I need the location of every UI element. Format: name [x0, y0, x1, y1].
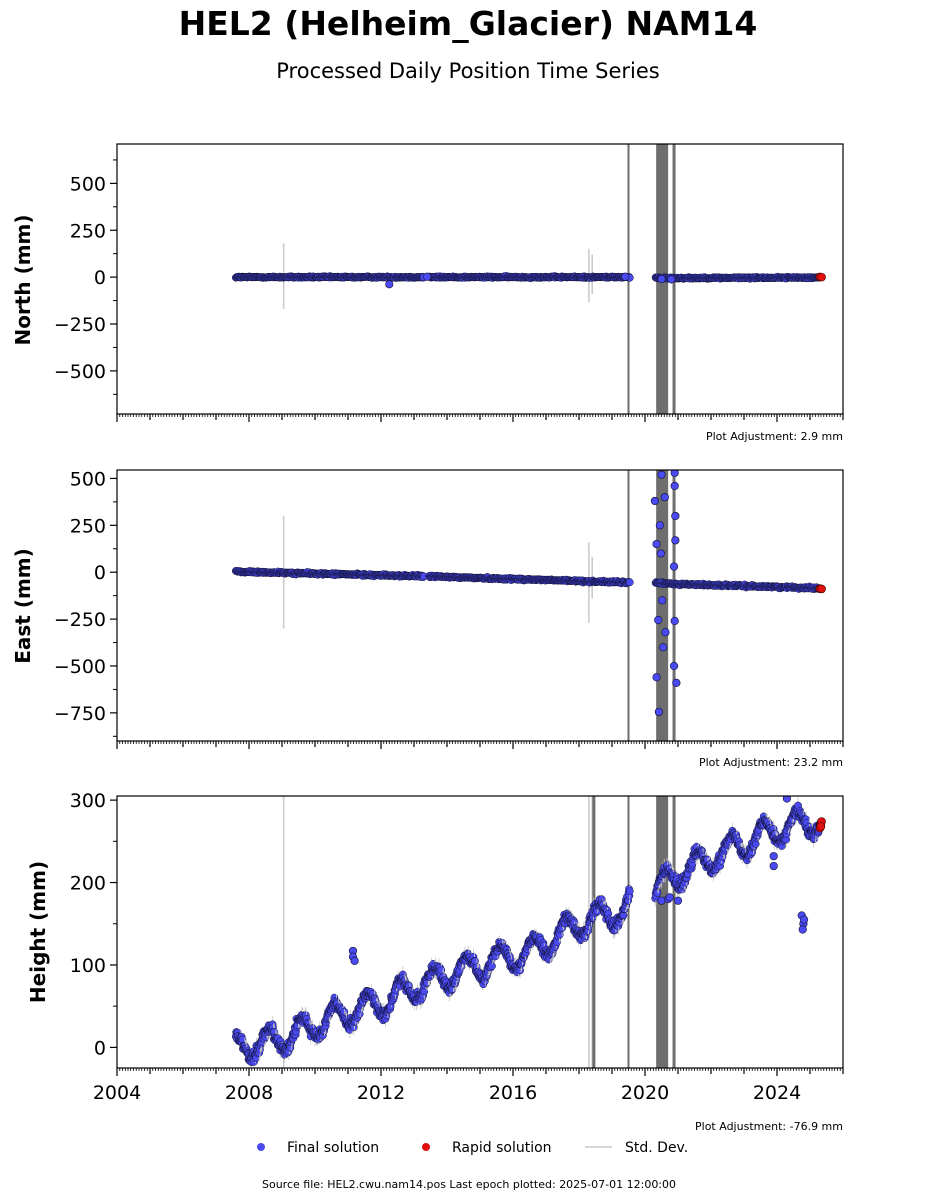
legend-final-label: Final solution: [287, 1140, 379, 1156]
height-xtick-label: 2024: [753, 1082, 801, 1104]
north-ytick-label: 0: [94, 267, 106, 289]
north-ytick-label: −500: [54, 361, 106, 383]
height-final-point: [798, 925, 807, 934]
east-ytick-label: 500: [70, 468, 106, 490]
north-final-point: [657, 274, 666, 284]
height-axis-label: Height (mm): [26, 861, 50, 1003]
height-final-point: [799, 915, 809, 924]
height-xtick-label: 2016: [489, 1082, 537, 1104]
north-rapid-point: [817, 272, 826, 282]
east-final-point: [670, 481, 679, 491]
east-final-point: [669, 661, 679, 671]
north-ytick-label: −250: [54, 314, 106, 336]
height-xtick-label: 2004: [93, 1082, 141, 1104]
east-plot-area: [231, 470, 826, 741]
east-frame: [116, 469, 844, 742]
north-plot-area: [231, 144, 826, 414]
height-xtick-label: 2012: [357, 1082, 405, 1104]
east-final-point: [670, 470, 679, 477]
legend-rapid-label: Rapid solution: [452, 1140, 552, 1156]
height-final-point: [350, 956, 359, 965]
figure-subtitle: Processed Daily Position Time Series: [276, 59, 660, 83]
height-xtick-label: 2020: [621, 1082, 669, 1104]
legend: Final solution Rapid solution Std. Dev.: [257, 1140, 688, 1156]
north-ytick-label: 250: [70, 220, 106, 242]
height-plot-area: [231, 796, 826, 1068]
height-final-point: [653, 889, 662, 897]
height-final-point: [769, 861, 778, 871]
height-plot-adjustment: Plot Adjustment: -76.9 mm: [695, 1120, 843, 1133]
east-ytick-label: 250: [70, 515, 106, 537]
north-ytick-label: 500: [70, 173, 106, 195]
height-final-point: [437, 966, 446, 975]
east-final-point: [625, 578, 634, 587]
height-final-point: [769, 852, 778, 861]
legend-std-label: Std. Dev.: [625, 1140, 688, 1156]
east-final-point: [671, 511, 680, 521]
east-axis-label: East (mm): [11, 548, 35, 664]
east-final-point: [670, 616, 679, 626]
east-final-point: [658, 596, 667, 605]
north-axis-label: North (mm): [11, 214, 35, 345]
height-final-point: [665, 893, 674, 902]
east-final-point: [650, 496, 660, 506]
east-final-point: [660, 493, 669, 502]
east-final-point: [654, 707, 663, 717]
east-panel: East (mm) Plot Adjustment: 23.2 mm −750 −…: [11, 468, 844, 769]
east-ytick-label: 0: [94, 562, 106, 584]
height-final-point: [673, 896, 683, 905]
height-final-point: [625, 887, 634, 895]
east-final-point: [655, 521, 664, 530]
height-ytick-label: 100: [70, 955, 106, 977]
east-final-point: [659, 643, 668, 652]
east-final-point: [652, 673, 661, 682]
north-final-point: [385, 280, 394, 289]
east-plot-adjustment: Plot Adjustment: 23.2 mm: [699, 756, 843, 769]
height-rapid-point: [816, 822, 826, 831]
east-ytick-label: −250: [54, 609, 106, 631]
north-panel: North (mm) Plot Adjustment: 2.9 mm −500 −…: [11, 143, 844, 443]
north-final-point: [621, 272, 630, 281]
figure-title: HEL2 (Helheim_Glacier) NAM14: [179, 4, 758, 43]
height-ytick-label: 200: [70, 873, 106, 895]
north-final-point: [667, 275, 676, 284]
east-final-point: [672, 678, 681, 687]
source-note: Source file: HEL2.cwu.nam14.pos Last epo…: [262, 1178, 676, 1191]
east-final-point: [652, 539, 661, 549]
east-final-point: [656, 549, 665, 558]
north-final-point: [423, 272, 432, 281]
height-ytick-label: 0: [94, 1037, 106, 1059]
legend-rapid-marker: [422, 1143, 430, 1151]
north-plot-adjustment: Plot Adjustment: 2.9 mm: [706, 430, 843, 443]
legend-final-marker: [257, 1143, 265, 1151]
east-final-point: [661, 628, 670, 637]
height-ytick-label: 300: [70, 790, 106, 812]
height-panel: Height (mm) Plot Adjustment: -76.9 mm 0 1…: [26, 790, 844, 1133]
east-rapid-point: [817, 584, 826, 594]
east-final-point: [671, 536, 680, 545]
height-final-point: [488, 962, 496, 970]
east-ytick-label: −500: [54, 656, 106, 678]
east-ytick-label: −750: [54, 703, 106, 725]
east-final-point: [654, 615, 663, 625]
east-final-point: [669, 562, 679, 571]
height-xtick-label: 2008: [225, 1082, 273, 1104]
east-final-point: [657, 470, 666, 479]
height-final-point: [782, 796, 791, 803]
